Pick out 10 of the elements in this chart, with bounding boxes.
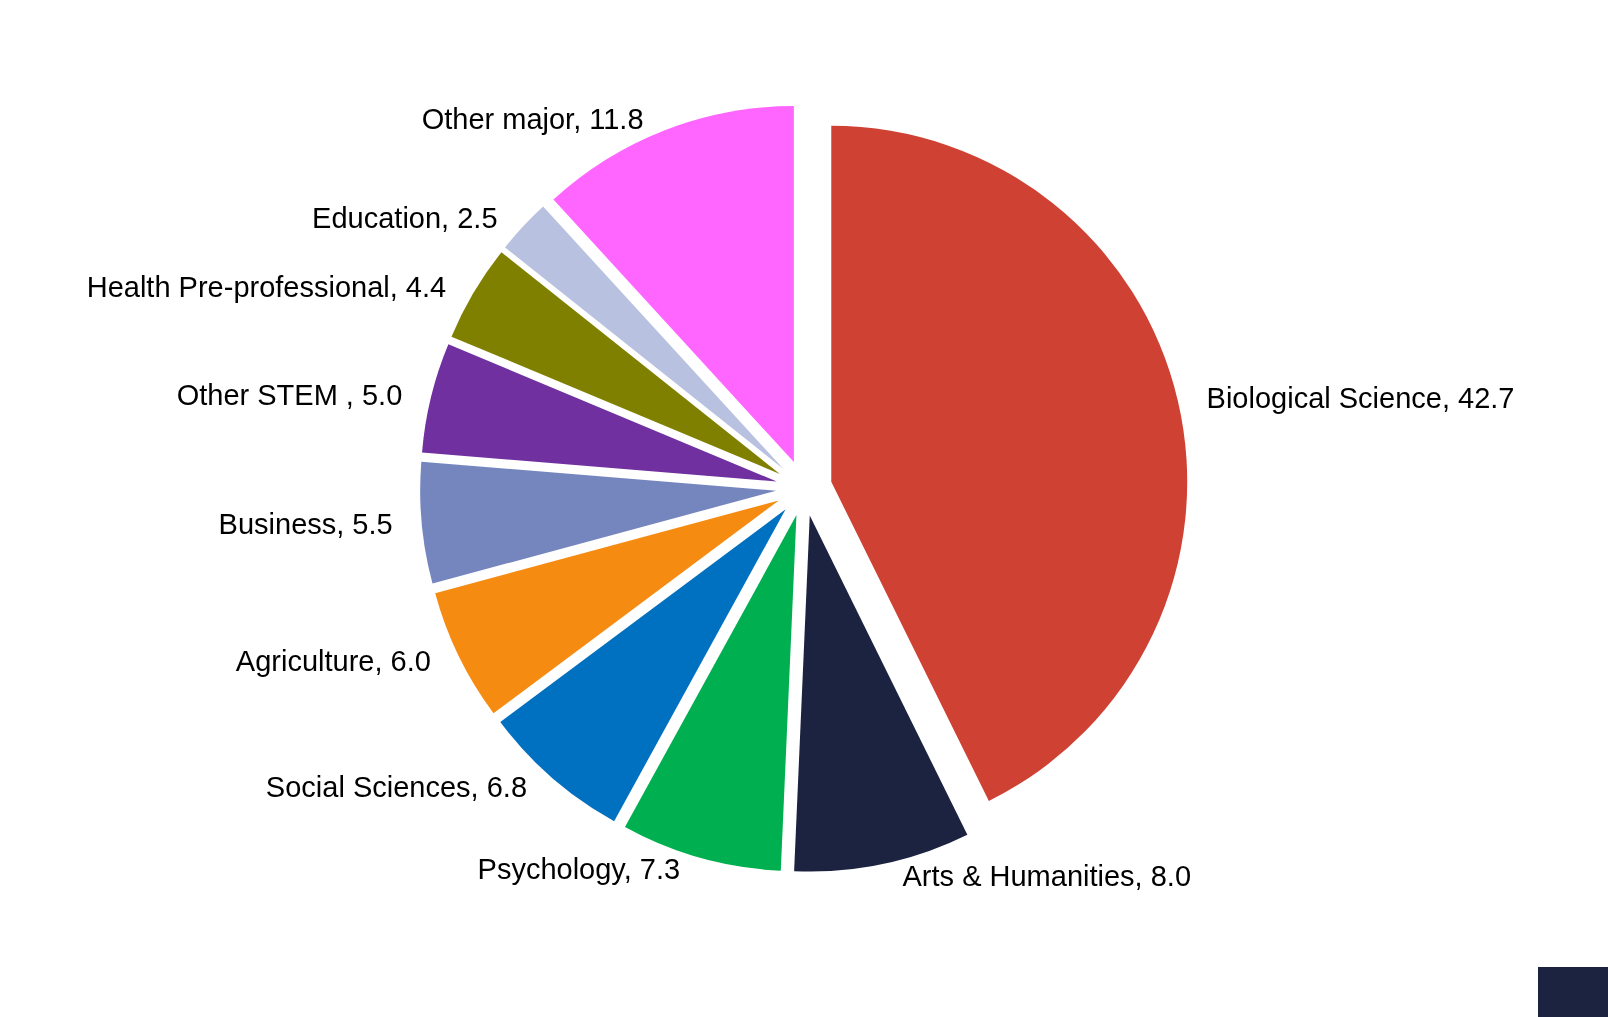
slice-label: Social Sciences, 6.8	[265, 770, 528, 803]
slice-label: Health Pre-professional, 4.4	[86, 270, 447, 303]
slice-label: Psychology, 7.3	[477, 853, 681, 886]
slice-label: Arts & Humanities, 8.0	[902, 859, 1192, 892]
slice-label: Other major, 11.8	[421, 103, 644, 136]
slice-label: Agriculture, 6.0	[235, 645, 431, 678]
slice-label: Other STEM , 5.0	[176, 378, 403, 411]
slice-label: Biological Science, 42.7	[1206, 382, 1515, 415]
slice-label: Business, 5.5	[218, 508, 393, 541]
slice-label: Education, 2.5	[312, 202, 498, 235]
